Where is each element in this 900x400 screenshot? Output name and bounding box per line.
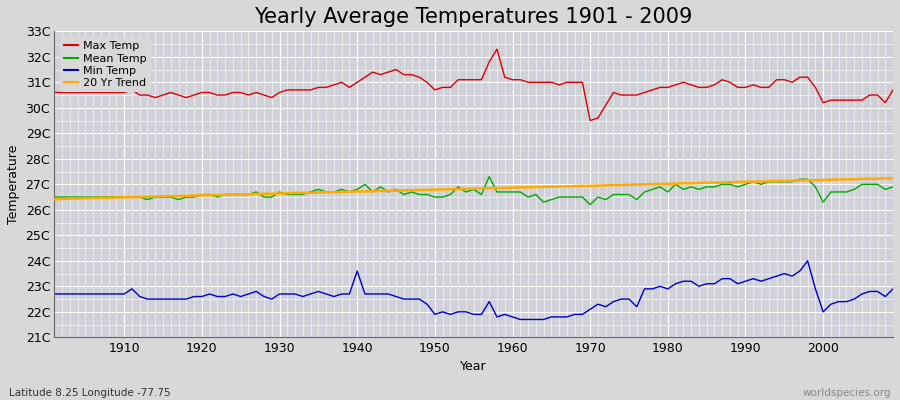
20 Yr Trend <box>507 185 517 190</box>
Min Temp <box>500 312 510 317</box>
20 Yr Trend <box>49 197 59 202</box>
Min Temp <box>49 292 59 296</box>
X-axis label: Year: Year <box>461 360 487 373</box>
Max Temp <box>49 90 59 95</box>
Mean Temp <box>616 192 626 197</box>
Line: 20 Yr Trend: 20 Yr Trend <box>54 178 893 199</box>
Max Temp <box>491 47 502 52</box>
Max Temp <box>515 77 526 82</box>
20 Yr Trend <box>328 190 339 195</box>
Text: worldspecies.org: worldspecies.org <box>803 388 891 398</box>
20 Yr Trend <box>282 191 292 196</box>
Line: Max Temp: Max Temp <box>54 49 893 120</box>
Min Temp <box>507 314 517 319</box>
20 Yr Trend <box>600 183 611 188</box>
Max Temp <box>328 82 339 87</box>
Mean Temp <box>585 202 596 207</box>
Max Temp <box>282 88 292 92</box>
20 Yr Trend <box>111 195 122 200</box>
Min Temp <box>282 292 292 296</box>
Line: Mean Temp: Mean Temp <box>54 177 893 205</box>
Max Temp <box>111 90 122 95</box>
Y-axis label: Temperature: Temperature <box>7 145 20 224</box>
Min Temp <box>887 286 898 291</box>
Line: Min Temp: Min Temp <box>54 261 893 320</box>
Mean Temp <box>887 184 898 189</box>
Legend: Max Temp, Mean Temp, Min Temp, 20 Yr Trend: Max Temp, Mean Temp, Min Temp, 20 Yr Tre… <box>59 37 151 92</box>
Min Temp <box>802 258 813 263</box>
20 Yr Trend <box>500 186 510 190</box>
Mean Temp <box>328 190 339 194</box>
Max Temp <box>616 93 626 98</box>
Mean Temp <box>484 174 495 179</box>
Min Temp <box>515 317 526 322</box>
Min Temp <box>328 294 339 299</box>
Max Temp <box>507 77 517 82</box>
Max Temp <box>887 88 898 92</box>
Mean Temp <box>515 190 526 194</box>
20 Yr Trend <box>887 176 898 180</box>
Mean Temp <box>49 195 59 200</box>
Title: Yearly Average Temperatures 1901 - 2009: Yearly Average Temperatures 1901 - 2009 <box>255 7 693 27</box>
Mean Temp <box>111 195 122 200</box>
Text: Latitude 8.25 Longitude -77.75: Latitude 8.25 Longitude -77.75 <box>9 388 171 398</box>
Min Temp <box>608 299 619 304</box>
Min Temp <box>111 292 122 296</box>
Mean Temp <box>282 192 292 197</box>
Max Temp <box>585 118 596 123</box>
Mean Temp <box>507 190 517 194</box>
